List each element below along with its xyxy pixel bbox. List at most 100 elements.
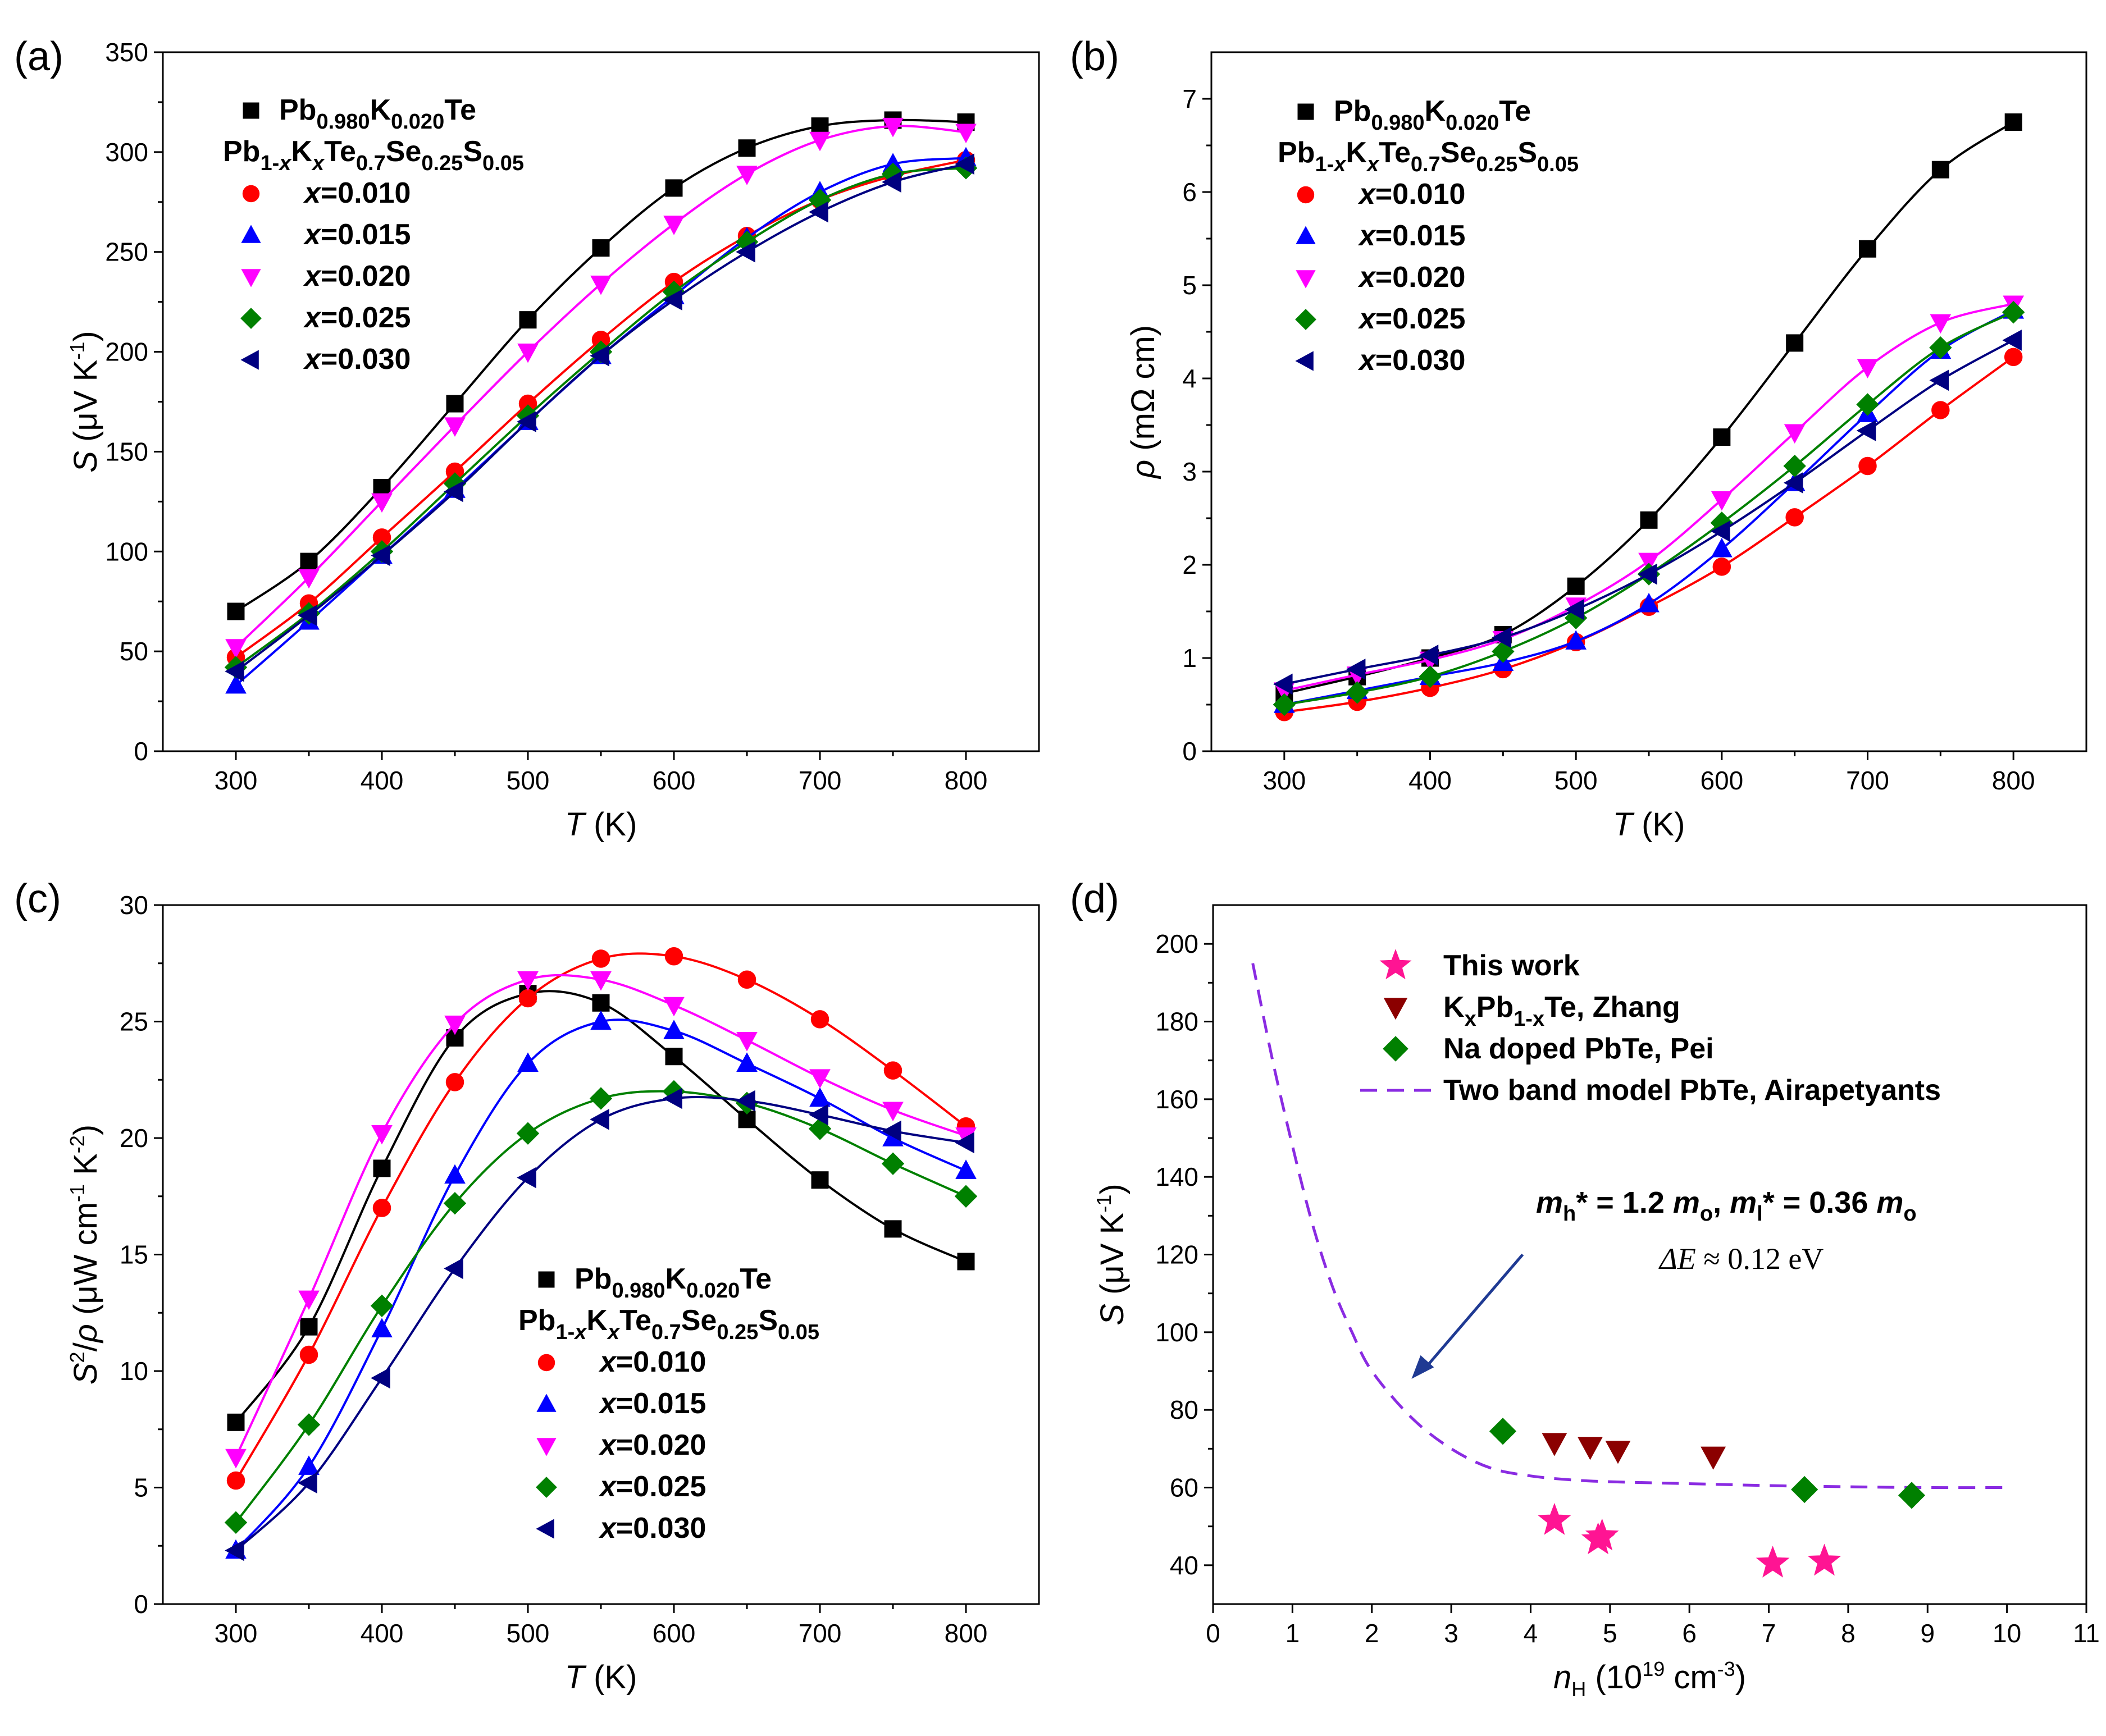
data-point: [882, 1120, 901, 1142]
data-point: [882, 171, 901, 193]
data-point: [373, 478, 391, 496]
panel-label: (a): [14, 34, 63, 79]
data-point: [371, 545, 390, 567]
data-point: [955, 1159, 977, 1179]
data-point: [1931, 401, 1950, 419]
data-point: [882, 117, 904, 138]
legend-entry-4-text: x=0.025: [1357, 303, 1465, 335]
data-point: [2002, 330, 2022, 351]
legend-entry-5-text: x=0.030: [1357, 344, 1465, 377]
y-axis-label: ρ (mΩ cm): [1125, 325, 1161, 479]
data-point: [665, 1048, 683, 1066]
legend-ref-marker: [538, 1271, 555, 1288]
legend-text-0: This work: [1443, 949, 1580, 982]
legend-entry-4-marker: [1295, 309, 1316, 330]
legend-header: Pb1-xKxTe0.7Se0.25S0.05: [1278, 136, 1579, 176]
data-point: [663, 289, 682, 310]
panel-b: 300 400 500 600 700 800 0 1 2 3 4 5 6 7 (b) T (K) ρ (mΩ …: [1070, 34, 2087, 843]
panel-d: 0 1 2 3 4 5 6 7 8 9 10 11 40 60 80 100 120 140 160 180 200 (d…: [1070, 876, 2100, 1701]
data-point: [738, 139, 756, 157]
data-point: [225, 660, 244, 682]
data-point: [954, 1185, 978, 1208]
data-point: [1856, 420, 1876, 441]
data-point: [1858, 456, 1877, 476]
data-point: [444, 1258, 463, 1280]
legend-entry-2-text: x=0.015: [598, 1387, 706, 1420]
annotation-arrow-shaft: [1421, 1253, 1524, 1372]
data-point: [884, 1220, 902, 1238]
legend-entry-3-text: x=0.020: [303, 260, 411, 293]
data-point: [1701, 1446, 1726, 1470]
data-point: [590, 1010, 612, 1030]
legend-entry-2-text: x=0.015: [303, 218, 411, 251]
series-line-5: [235, 163, 967, 673]
data-point: [1346, 659, 1366, 680]
legend-entry-1-marker: [1297, 186, 1315, 204]
data-point: [298, 1290, 320, 1310]
legend-entry-3-marker: [241, 269, 261, 287]
y-tick-label: 5: [134, 1473, 148, 1502]
x-tick-label: 800: [945, 1619, 988, 1648]
panel-a: 300 400 500 600 700 800 0 50 100 150 200 250 300 350 (…: [14, 34, 1040, 843]
y-axis-label: S (μV K-1): [1092, 1184, 1131, 1325]
data-point: [881, 1152, 905, 1175]
data-point: [592, 994, 610, 1012]
data-point: [955, 124, 977, 144]
x-tick-label: 10: [1993, 1619, 2021, 1648]
data-point: [297, 1413, 321, 1436]
data-point: [1807, 1543, 1841, 1576]
legend-entry-2-marker: [1296, 226, 1316, 244]
data-point: [298, 1472, 317, 1494]
data-point: [955, 1132, 974, 1154]
data-point: [444, 481, 463, 502]
data-point: [519, 311, 537, 329]
data-point: [300, 552, 318, 570]
series-line-4: [235, 167, 967, 669]
y-tick-label: 0: [1182, 737, 1197, 766]
y-tick-label: 2: [1182, 550, 1197, 579]
x-axis-label: nH (1019 cm-3): [1553, 1657, 1746, 1701]
data-point: [2004, 348, 2023, 367]
data-point: [1711, 537, 1733, 558]
x-tick-label: 500: [1555, 766, 1598, 795]
data-point: [1492, 627, 1512, 648]
legend-entry-3-text: x=0.020: [598, 1429, 706, 1461]
x-tick-label: 300: [215, 1619, 258, 1648]
data-point: [371, 493, 393, 513]
x-tick-label: 400: [1408, 766, 1452, 795]
data-point: [298, 605, 317, 626]
data-point: [443, 1191, 467, 1215]
data-point: [955, 153, 974, 175]
legend-ref-text: Pb0.980K0.020Te: [1334, 95, 1531, 135]
y-tick-label: 180: [1155, 1007, 1198, 1036]
x-tick-label: 500: [507, 1619, 550, 1648]
y-tick-label: 350: [105, 38, 148, 67]
data-point: [1273, 693, 1296, 716]
legend-entry-4-marker: [536, 1477, 557, 1498]
x-axis-label: T (K): [565, 806, 637, 843]
data-point: [665, 179, 683, 197]
data-point: [225, 639, 247, 659]
legend-entry-5-marker: [1295, 351, 1314, 371]
panel-label: (d): [1070, 876, 1119, 921]
y-tick-label: 250: [105, 237, 148, 267]
legend-entry-1-text: x=0.010: [1357, 178, 1465, 211]
data-point: [1640, 511, 1658, 529]
x-tick-label: 800: [1992, 766, 2035, 795]
data-point: [809, 201, 828, 223]
x-tick-label: 300: [215, 766, 258, 795]
data-point: [1898, 1482, 1926, 1509]
data-point: [1711, 491, 1733, 511]
data-point: [1929, 369, 1949, 391]
data-point: [1565, 630, 1587, 650]
x-tick-label: 600: [1700, 766, 1743, 795]
legend-entry-3-marker: [536, 1438, 557, 1456]
y-tick-label: 6: [1182, 177, 1197, 207]
data-point: [226, 1471, 245, 1490]
legend-entry-2-marker: [536, 1394, 557, 1412]
legend-marker-1: [1383, 998, 1408, 1020]
data-point: [227, 1413, 245, 1431]
data-point: [1567, 577, 1585, 595]
y-tick-label: 40: [1170, 1551, 1198, 1580]
